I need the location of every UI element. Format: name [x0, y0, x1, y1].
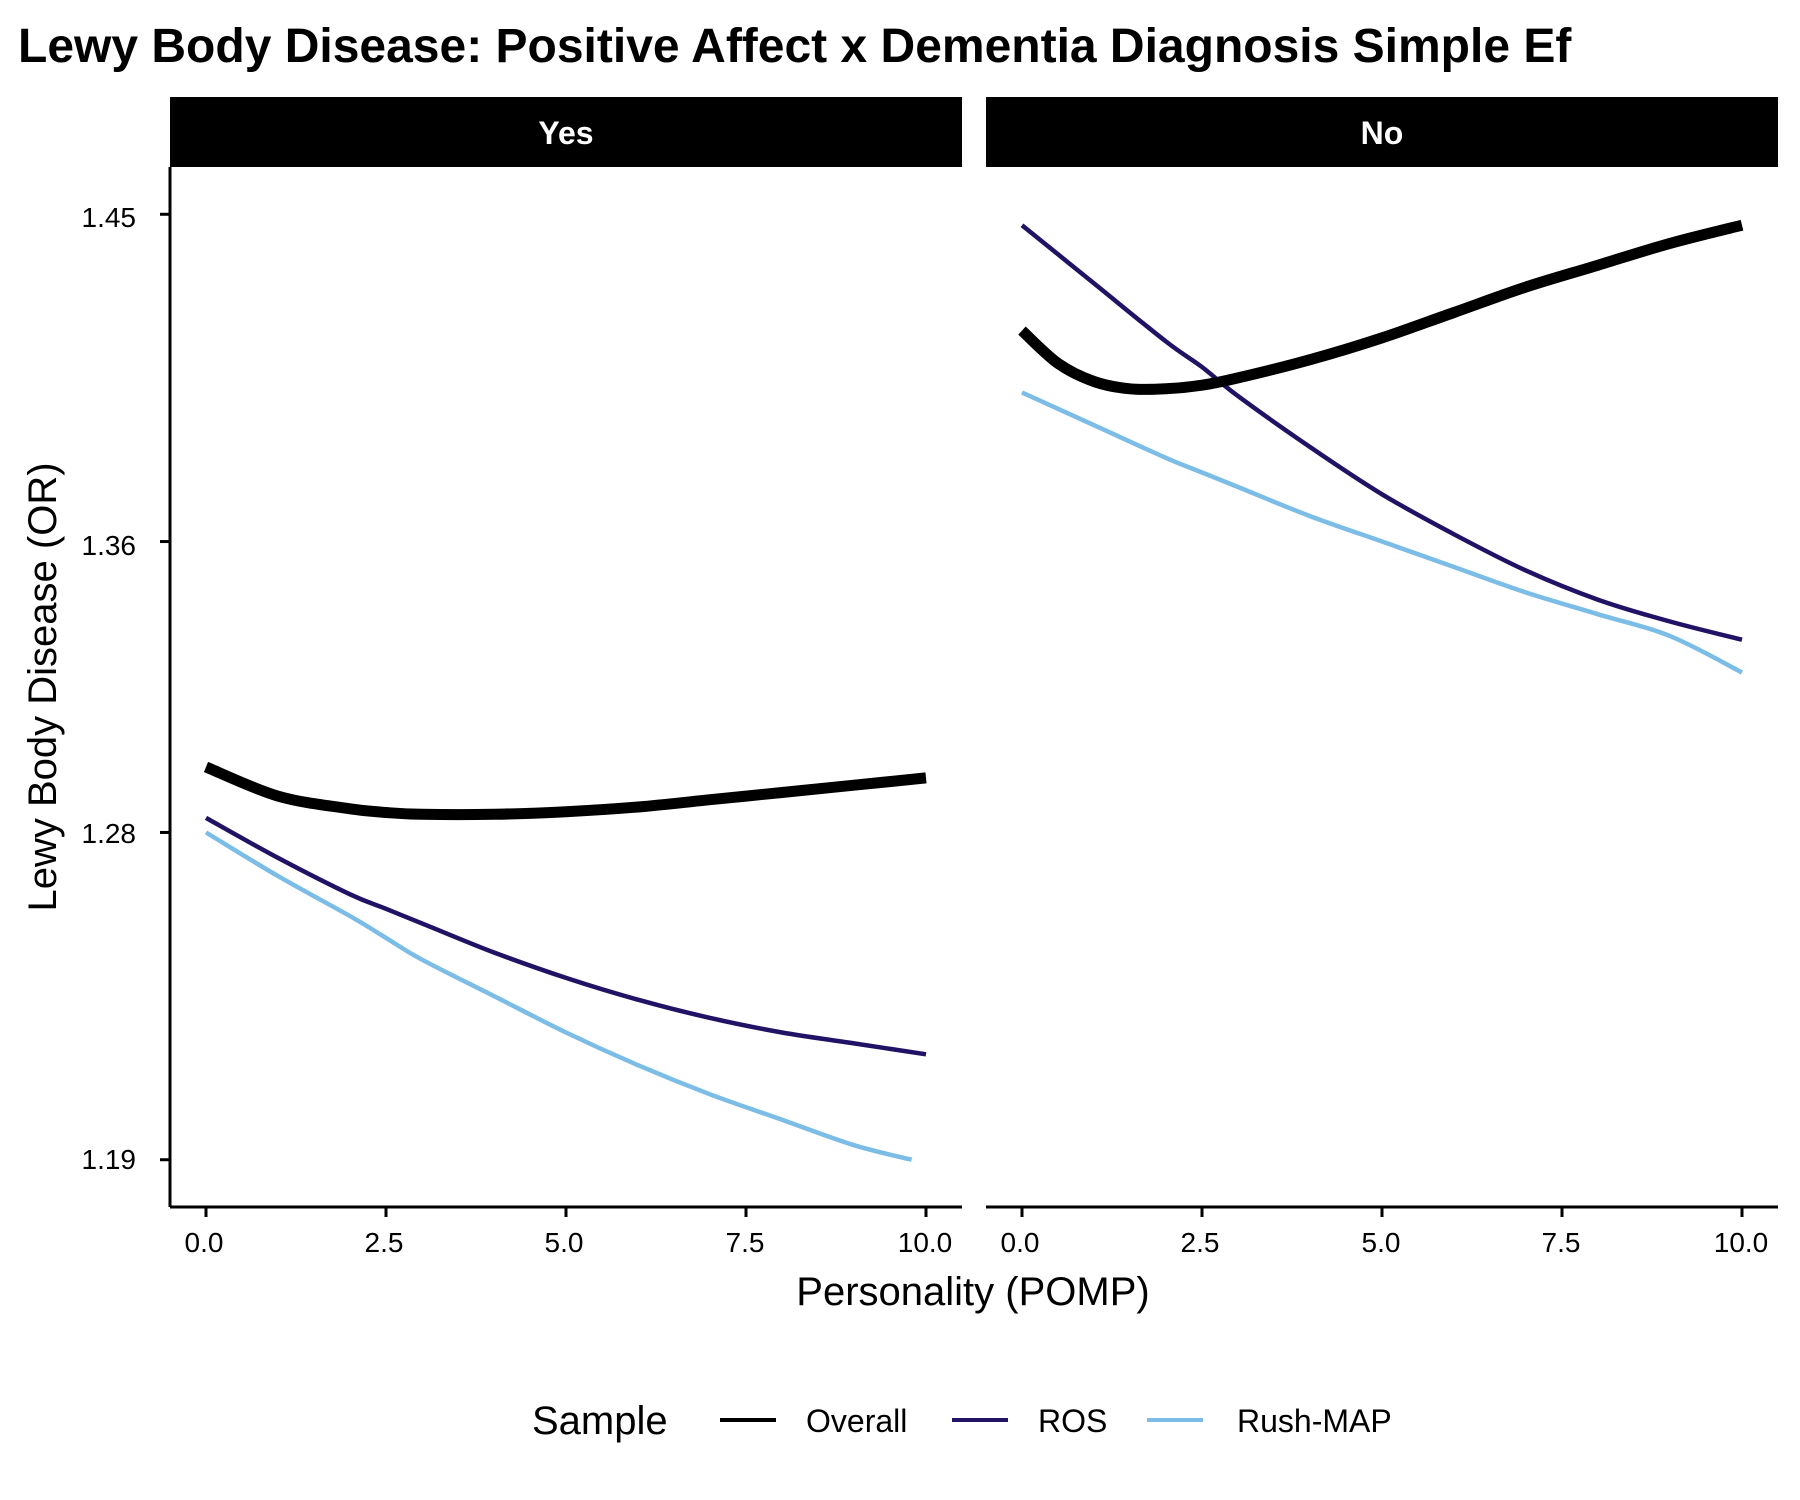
- x-tick-label: 2.5: [365, 1227, 404, 1258]
- chart-title: Lewy Body Disease: Positive Affect x Dem…: [18, 20, 1572, 73]
- x-tick-label: 5.0: [1362, 1227, 1401, 1258]
- series-line-rush-map-no: [1021, 390, 1744, 675]
- strip-background-no: [986, 97, 1778, 167]
- series-line-overall-yes: [203, 761, 927, 821]
- y-tick-label: 1.28: [82, 818, 137, 849]
- y-tick-label: 1.19: [82, 1144, 137, 1175]
- x-axis-title: Personality (POMP): [796, 1270, 1149, 1314]
- strip-label-no: No: [1361, 115, 1404, 151]
- x-tick-label: 10.0: [898, 1227, 953, 1258]
- legend-label-ros: ROS: [1038, 1403, 1107, 1439]
- x-tick-label: 0.0: [1001, 1227, 1040, 1258]
- series-line-rush-map-yes: [204, 830, 913, 1162]
- series-layer: [203, 219, 1744, 1162]
- strip-background-yes: [170, 97, 962, 167]
- y-tick-label: 1.45: [82, 202, 137, 233]
- strip-label-yes: Yes: [538, 115, 593, 151]
- legend-label-overall: Overall: [806, 1403, 907, 1439]
- legend-label-rush-map: Rush-MAP: [1237, 1403, 1392, 1439]
- series-line-ros-no: [1020, 223, 1743, 642]
- x-tick-label: 5.0: [545, 1227, 584, 1258]
- x-tick-label: 10.0: [1714, 1227, 1769, 1258]
- y-tick-label: 1.36: [82, 530, 137, 561]
- x-tick-label: 2.5: [1181, 1227, 1220, 1258]
- x-tick-label: 0.0: [185, 1227, 224, 1258]
- series-line-overall-no: [1018, 219, 1744, 395]
- x-tick-label: 7.5: [1542, 1227, 1581, 1258]
- series-line-ros-yes: [204, 815, 927, 1057]
- x-tick-label: 7.5: [726, 1227, 765, 1258]
- y-axis-title: Lewy Body Disease (OR): [21, 462, 65, 911]
- legend-title: Sample: [532, 1399, 668, 1443]
